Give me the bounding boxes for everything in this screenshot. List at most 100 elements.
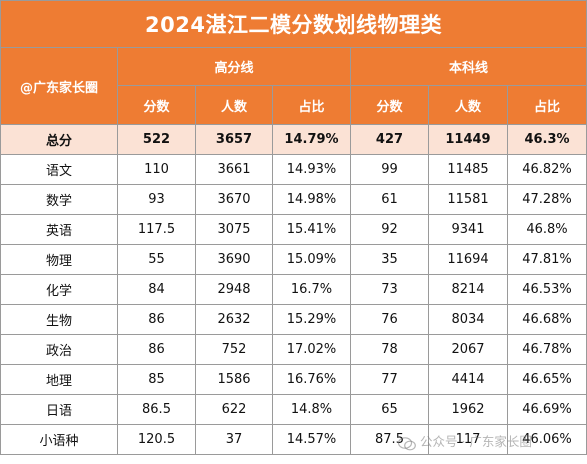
- table-cell: 3657: [195, 124, 273, 155]
- table-cell: 86: [117, 304, 196, 335]
- table-row: 英语 117.5 3075 15.41% 92 9341 46.8%: [0, 214, 587, 245]
- subject-cell: 政治: [0, 334, 118, 365]
- table-cell: 3075: [195, 214, 273, 245]
- subject-cell: 日语: [0, 394, 118, 425]
- table-cell: 4414: [428, 364, 508, 395]
- column-header: 分数: [350, 85, 429, 125]
- table-cell: 16.7%: [272, 274, 351, 305]
- table-body: 总分 522 3657 14.79% 427 11449 46.3% 语文 110 3661 14.…: [0, 124, 587, 455]
- subject-cell: 总分: [0, 124, 118, 155]
- table-cell: 73: [350, 274, 429, 305]
- table-cell: 11449: [428, 124, 508, 155]
- table-cell: 93: [117, 184, 196, 215]
- table-cell: 15.29%: [272, 304, 351, 335]
- column-header: 占比: [272, 85, 351, 125]
- table-cell: 14.57%: [272, 424, 351, 455]
- total-row: 总分 522 3657 14.79% 427 11449 46.3%: [0, 124, 587, 155]
- table-row: 化学 84 2948 16.7% 73 8214 46.53%: [0, 274, 587, 305]
- table-cell: 8214: [428, 274, 508, 305]
- table-cell: 110: [117, 154, 196, 185]
- subject-cell: 物理: [0, 244, 118, 275]
- table-cell: 87.5: [350, 424, 429, 455]
- table-cell: 46.69%: [506, 394, 587, 425]
- table-cell: 76: [350, 304, 429, 335]
- table-cell: 11485: [428, 154, 508, 185]
- table-cell: 46.68%: [506, 304, 587, 335]
- table-cell: 78: [350, 334, 429, 365]
- table-cell: 86.5: [117, 394, 196, 425]
- table-cell: 14.98%: [272, 184, 351, 215]
- table-cell: 65: [350, 394, 429, 425]
- table-cell: 752: [195, 334, 273, 365]
- table-cell: 14.8%: [272, 394, 351, 425]
- corner-label: @广东家长圈: [0, 47, 118, 125]
- table-cell: 61: [350, 184, 429, 215]
- table-cell: 46.06%: [506, 424, 587, 455]
- table-row: 语文 110 3661 14.93% 99 11485 46.82%: [0, 154, 587, 185]
- table-cell: 46.3%: [506, 124, 587, 155]
- table-cell: 46.82%: [506, 154, 587, 185]
- subject-cell: 化学: [0, 274, 118, 305]
- table-cell: 120.5: [117, 424, 196, 455]
- table-cell: 17.02%: [272, 334, 351, 365]
- table-cell: 47.28%: [506, 184, 587, 215]
- column-header: 人数: [195, 85, 273, 125]
- table-cell: 622: [195, 394, 273, 425]
- table-row: 地理 85 1586 16.76% 77 4414 46.65%: [0, 364, 587, 395]
- table-cell: 86: [117, 334, 196, 365]
- table-cell: 3690: [195, 244, 273, 275]
- table-cell: 11581: [428, 184, 508, 215]
- table-cell: 15.41%: [272, 214, 351, 245]
- subject-cell: 数学: [0, 184, 118, 215]
- table-row: 生物 86 2632 15.29% 76 8034 46.68%: [0, 304, 587, 335]
- subject-cell: 地理: [0, 364, 118, 395]
- table-cell: 46.53%: [506, 274, 587, 305]
- table-cell: 35: [350, 244, 429, 275]
- table-cell: 117: [428, 424, 508, 455]
- subject-cell: 语文: [0, 154, 118, 185]
- column-header: 人数: [428, 85, 508, 125]
- table-cell: 77: [350, 364, 429, 395]
- table-cell: 11694: [428, 244, 508, 275]
- table-cell: 46.65%: [506, 364, 587, 395]
- table-cell: 37: [195, 424, 273, 455]
- table-cell: 2632: [195, 304, 273, 335]
- table-row: 物理 55 3690 15.09% 35 11694 47.81%: [0, 244, 587, 275]
- table-cell: 427: [350, 124, 429, 155]
- table-row: 小语种 120.5 37 14.57% 87.5 117 46.06%: [0, 424, 587, 455]
- table-row: 日语 86.5 622 14.8% 65 1962 46.69%: [0, 394, 587, 425]
- column-header: 分数: [117, 85, 196, 125]
- page-title: 2024湛江二模分数划线物理类: [0, 0, 587, 48]
- subject-cell: 英语: [0, 214, 118, 245]
- table-cell: 14.93%: [272, 154, 351, 185]
- table-cell: 3661: [195, 154, 273, 185]
- table-cell: 84: [117, 274, 196, 305]
- table-cell: 9341: [428, 214, 508, 245]
- table-cell: 522: [117, 124, 196, 155]
- table-row: 数学 93 3670 14.98% 61 11581 47.28%: [0, 184, 587, 215]
- group-header-undergrad: 本科线: [349, 47, 587, 86]
- table-cell: 2948: [195, 274, 273, 305]
- table-cell: 46.78%: [506, 334, 587, 365]
- table-cell: 2067: [428, 334, 508, 365]
- table-cell: 15.09%: [272, 244, 351, 275]
- group-header-high: 高分线: [117, 47, 351, 86]
- table-cell: 3670: [195, 184, 273, 215]
- table-cell: 8034: [428, 304, 508, 335]
- table-row: 政治 86 752 17.02% 78 2067 46.78%: [0, 334, 587, 365]
- table-cell: 46.8%: [506, 214, 587, 245]
- column-header: 占比: [506, 85, 587, 125]
- table-cell: 55: [117, 244, 196, 275]
- table-cell: 47.81%: [506, 244, 587, 275]
- table-cell: 92: [350, 214, 429, 245]
- table-cell: 85: [117, 364, 196, 395]
- table-cell: 1962: [428, 394, 508, 425]
- subject-cell: 生物: [0, 304, 118, 335]
- table-cell: 1586: [195, 364, 273, 395]
- table-cell: 14.79%: [272, 124, 351, 155]
- subject-cell: 小语种: [0, 424, 118, 455]
- table-cell: 16.76%: [272, 364, 351, 395]
- table-cell: 117.5: [117, 214, 196, 245]
- table-cell: 99: [350, 154, 429, 185]
